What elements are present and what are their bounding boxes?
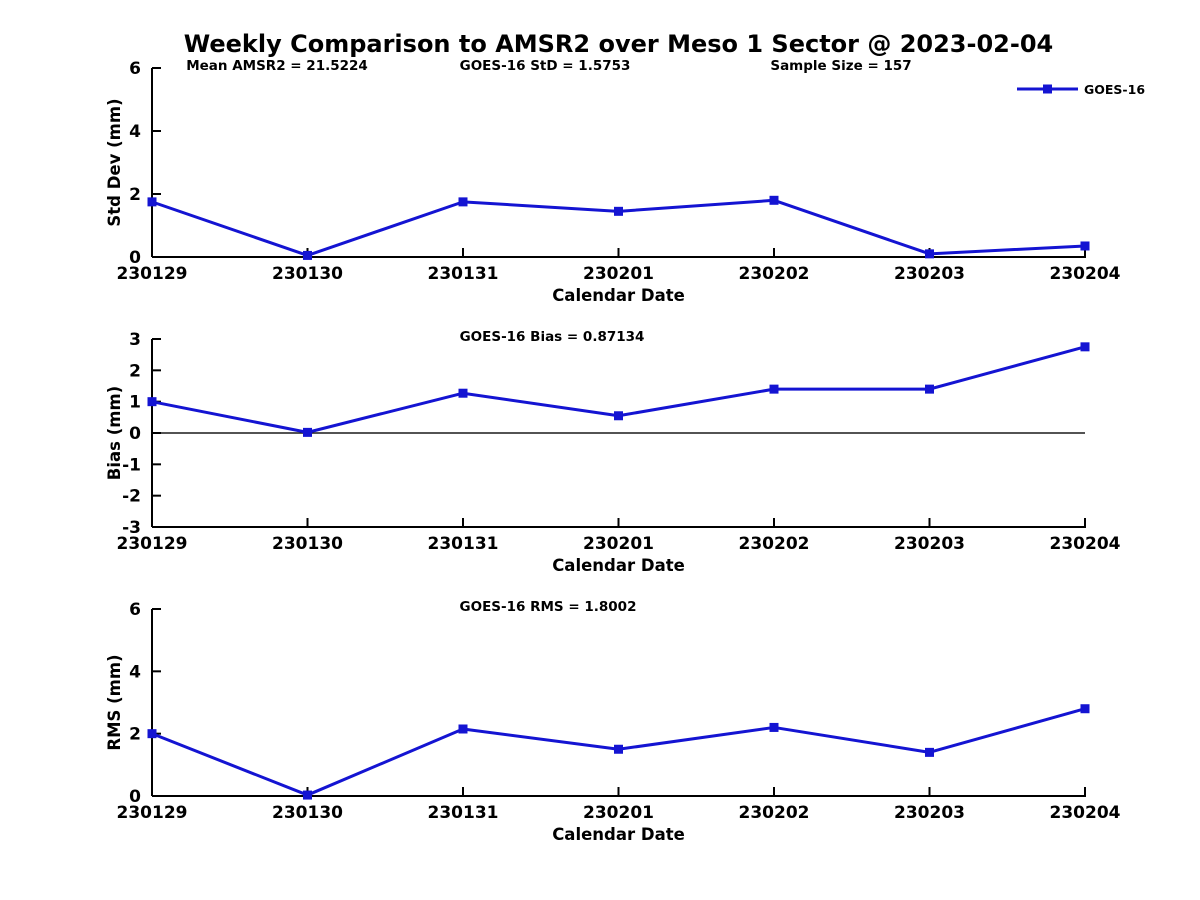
y-axis-label: Bias (mm) bbox=[105, 386, 124, 480]
x-tick-label: 230201 bbox=[583, 534, 654, 554]
y-axis-label: Std Dev (mm) bbox=[105, 98, 124, 226]
data-point-marker bbox=[458, 388, 468, 398]
x-tick-label: 230129 bbox=[117, 534, 188, 554]
data-point-marker bbox=[458, 197, 468, 207]
y-tick-label: 3 bbox=[129, 330, 141, 350]
y-tick-label: 0 bbox=[129, 424, 141, 444]
legend-marker bbox=[1043, 84, 1052, 94]
x-tick-label: 230204 bbox=[1050, 264, 1121, 284]
y-tick-label: 0 bbox=[129, 787, 141, 807]
data-point-marker bbox=[458, 724, 468, 734]
x-tick-label: 230203 bbox=[894, 264, 965, 284]
y-tick-label: -3 bbox=[122, 518, 141, 538]
y-tick-label: 2 bbox=[129, 361, 141, 381]
y-tick-label: -2 bbox=[122, 487, 141, 507]
x-tick-label: 230130 bbox=[272, 803, 343, 823]
x-tick-label: 230131 bbox=[428, 534, 499, 554]
x-tick-label: 230129 bbox=[117, 264, 188, 284]
y-axis-label: RMS (mm) bbox=[105, 654, 124, 750]
x-tick-label: 230204 bbox=[1050, 803, 1121, 823]
x-tick-label: 230202 bbox=[739, 534, 810, 554]
stddev-subplot: 0 2 4 6 230129 230130 230131 230201 230202 230203… bbox=[105, 58, 1145, 305]
x-tick-label: 230131 bbox=[428, 264, 499, 284]
x-tick-label: 230202 bbox=[739, 803, 810, 823]
y-tick-label: -1 bbox=[122, 455, 141, 475]
y-tick-label: 4 bbox=[129, 122, 141, 142]
y-tick-label: 0 bbox=[129, 248, 141, 268]
data-point-marker bbox=[769, 195, 779, 205]
x-tick-label: 230201 bbox=[583, 264, 654, 284]
data-point-marker bbox=[769, 722, 779, 732]
data-point-marker bbox=[1080, 241, 1090, 251]
page-title: Weekly Comparison to AMSR2 over Meso 1 S… bbox=[183, 30, 1054, 58]
rms-subplot: 0 2 4 6 230129 230130 230131 230201 230202 230203… bbox=[105, 599, 1121, 844]
y-tick-label: 2 bbox=[129, 185, 141, 205]
x-tick-label: 230203 bbox=[894, 534, 965, 554]
annotation: GOES-16 Bias = 0.87134 bbox=[460, 329, 645, 345]
data-point-marker bbox=[303, 427, 312, 437]
data-point-marker bbox=[925, 384, 934, 394]
y-tick-label: 1 bbox=[129, 393, 141, 413]
x-axis-label: Calendar Date bbox=[552, 556, 685, 575]
x-axis-label: Calendar Date bbox=[552, 825, 685, 844]
x-tick-label: 230130 bbox=[272, 264, 343, 284]
data-point-marker bbox=[614, 744, 623, 754]
y-tick-label: 4 bbox=[129, 662, 141, 682]
data-point-marker bbox=[769, 384, 779, 394]
data-point-marker bbox=[147, 197, 157, 207]
x-axis-label: Calendar Date bbox=[552, 286, 685, 305]
annotation: Mean AMSR2 = 21.5224 bbox=[186, 58, 368, 74]
annotation: GOES-16 StD = 1.5753 bbox=[460, 58, 631, 74]
data-point-marker bbox=[303, 250, 312, 260]
data-point-marker bbox=[147, 729, 157, 739]
data-point-marker bbox=[303, 790, 312, 800]
legend: GOES-16 bbox=[1017, 82, 1145, 97]
x-tick-label: 230204 bbox=[1050, 534, 1121, 554]
data-point-marker bbox=[614, 411, 623, 421]
annotation: GOES-16 RMS = 1.8002 bbox=[460, 599, 637, 615]
legend-label: GOES-16 bbox=[1084, 82, 1145, 97]
data-point-marker bbox=[614, 206, 623, 216]
x-tick-label: 230129 bbox=[117, 803, 188, 823]
data-point-marker bbox=[925, 747, 934, 757]
x-tick-label: 230202 bbox=[739, 264, 810, 284]
y-tick-label: 6 bbox=[129, 59, 141, 79]
data-point-marker bbox=[1080, 342, 1090, 352]
x-tick-label: 230131 bbox=[428, 803, 499, 823]
data-point-marker bbox=[925, 249, 934, 259]
x-tick-label: 230130 bbox=[272, 534, 343, 554]
x-tick-label: 230201 bbox=[583, 803, 654, 823]
bias-subplot: -3 -2 -1 0 1 2 3 230129 230130 230131 230201 230202… bbox=[105, 329, 1121, 575]
annotation: Sample Size = 157 bbox=[770, 58, 911, 74]
y-tick-label: 6 bbox=[129, 600, 141, 620]
data-point-marker bbox=[147, 397, 157, 407]
data-point-marker bbox=[1080, 704, 1090, 714]
x-tick-label: 230203 bbox=[894, 803, 965, 823]
y-tick-label: 2 bbox=[129, 725, 141, 745]
